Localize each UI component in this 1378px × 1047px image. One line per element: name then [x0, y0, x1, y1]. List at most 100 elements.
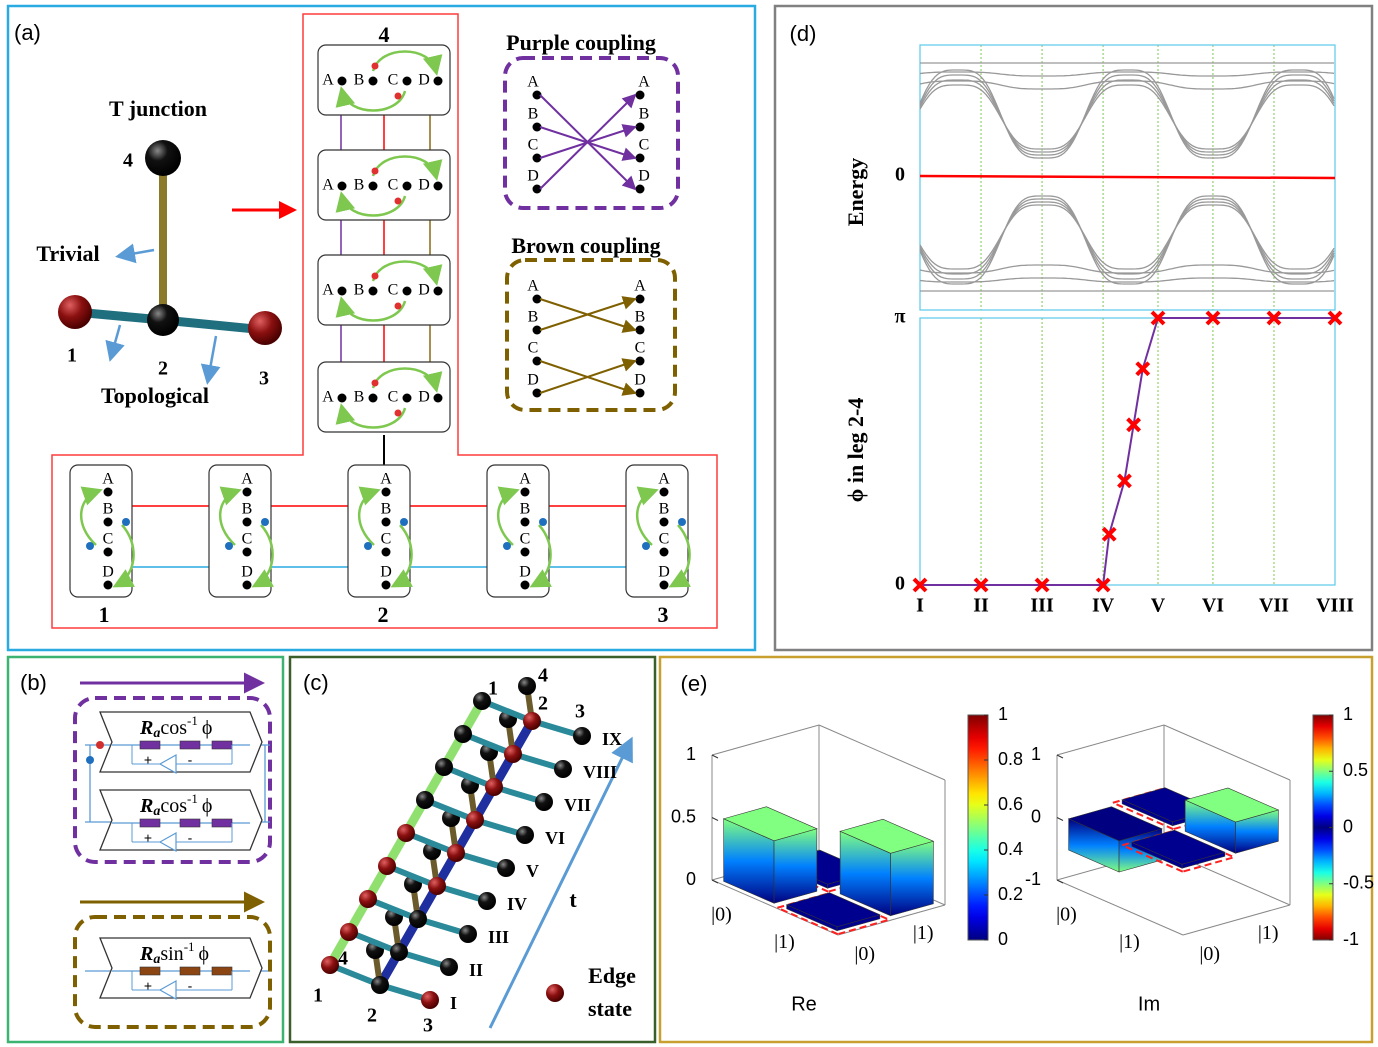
panel-label: (e)	[681, 671, 708, 696]
site-label: B	[354, 72, 365, 89]
node	[421, 991, 439, 1009]
site-label: B	[639, 106, 650, 123]
data-point	[912, 577, 928, 593]
colorbar-tick-label: 1	[998, 704, 1008, 724]
x-tick-label: VI	[1202, 595, 1224, 617]
coupling-box	[505, 258, 677, 412]
dot	[659, 580, 669, 590]
dot	[371, 167, 379, 175]
step-label: IV	[507, 894, 527, 914]
colorbar-tick-label: 1	[1343, 704, 1353, 724]
node	[145, 140, 181, 176]
site-label: C	[388, 282, 399, 299]
axis-line	[818, 724, 946, 781]
tick-mark	[1056, 817, 1064, 821]
site-label: D	[658, 564, 670, 581]
dot	[242, 580, 252, 590]
leg-label: 2	[367, 1005, 377, 1027]
site-label: B	[635, 309, 646, 326]
dot	[635, 325, 645, 335]
node	[459, 925, 477, 943]
energy-band	[919, 204, 1335, 270]
energy-band	[919, 84, 1335, 150]
node	[58, 295, 92, 329]
site-label: A	[322, 282, 334, 299]
site-label: C	[528, 137, 539, 154]
dot	[122, 518, 130, 526]
colorbar-tick-label: 0	[998, 929, 1008, 949]
arrow	[200, 335, 221, 385]
colorbar-tick-label: 0.2	[998, 884, 1023, 904]
step-label: V	[526, 861, 539, 881]
ket-label: |0)	[1199, 943, 1220, 965]
leg-label: 3	[259, 368, 269, 390]
z-tick-label: -1	[1025, 869, 1041, 889]
site-label: D	[418, 389, 430, 406]
site-label: A	[241, 471, 253, 488]
dot	[337, 286, 347, 296]
hopping-arrow	[112, 524, 135, 588]
axis-line	[1056, 724, 1165, 756]
energy-band	[919, 80, 1335, 90]
site-label: A	[519, 471, 531, 488]
function: sin	[160, 943, 183, 965]
axis-line	[1182, 904, 1291, 936]
leg-label: 2	[538, 693, 548, 715]
z-tick-label: 0	[1031, 806, 1041, 826]
x-tick-label: V	[1151, 595, 1166, 617]
dot	[659, 517, 669, 527]
energy-band	[919, 71, 1335, 77]
dot	[433, 286, 443, 296]
phase: ϕ	[202, 795, 213, 817]
panel-label: (a)	[14, 20, 41, 45]
dot	[433, 393, 443, 403]
leg-label: 4	[538, 665, 548, 687]
site-label: C	[381, 531, 392, 548]
dot	[371, 62, 379, 70]
dot	[394, 302, 402, 310]
node	[466, 811, 484, 829]
zero-mode	[919, 174, 1336, 180]
subscript: a	[153, 726, 160, 741]
ket-label: |0)	[854, 943, 875, 965]
coupling-title: Purple coupling	[506, 30, 656, 55]
dot	[242, 547, 252, 557]
hopping-arrow	[251, 524, 274, 588]
panel-label: (d)	[790, 21, 817, 46]
resistor	[179, 966, 201, 976]
y-tick-label: 0	[895, 164, 905, 186]
leg-label: 4	[379, 22, 390, 47]
dot	[337, 76, 347, 86]
resistance-label: Racos-1 ϕ	[139, 713, 212, 741]
hopping-arrow	[218, 486, 242, 546]
site-label: C	[103, 531, 114, 548]
dot	[635, 388, 645, 398]
module	[625, 464, 689, 598]
x-tick-label: I	[916, 595, 924, 617]
step-label: VIII	[583, 762, 617, 782]
dot	[400, 518, 408, 526]
dot	[394, 197, 402, 205]
site-label: A	[527, 74, 539, 91]
tick-mark	[711, 879, 719, 884]
axis-line	[1163, 724, 1291, 781]
node	[359, 890, 377, 908]
panel-label: (c)	[303, 670, 329, 695]
module	[347, 464, 411, 598]
ket-label: |1)	[1258, 922, 1279, 944]
leg-label: 4	[123, 150, 133, 172]
ket-label: |1)	[913, 922, 934, 944]
dot	[532, 388, 542, 398]
site-label: C	[659, 531, 670, 548]
resistance-label: Rasin-1 ϕ	[139, 939, 209, 967]
site-label: D	[418, 282, 430, 299]
tick-mark	[1056, 879, 1064, 884]
dot	[532, 153, 542, 163]
axis-label: Energy	[843, 158, 868, 226]
site-label: D	[241, 564, 253, 581]
step-label: VII	[564, 795, 591, 815]
site-label: C	[242, 531, 253, 548]
site-label: D	[102, 564, 114, 581]
leg-label: 2	[378, 602, 389, 627]
dot	[635, 153, 645, 163]
